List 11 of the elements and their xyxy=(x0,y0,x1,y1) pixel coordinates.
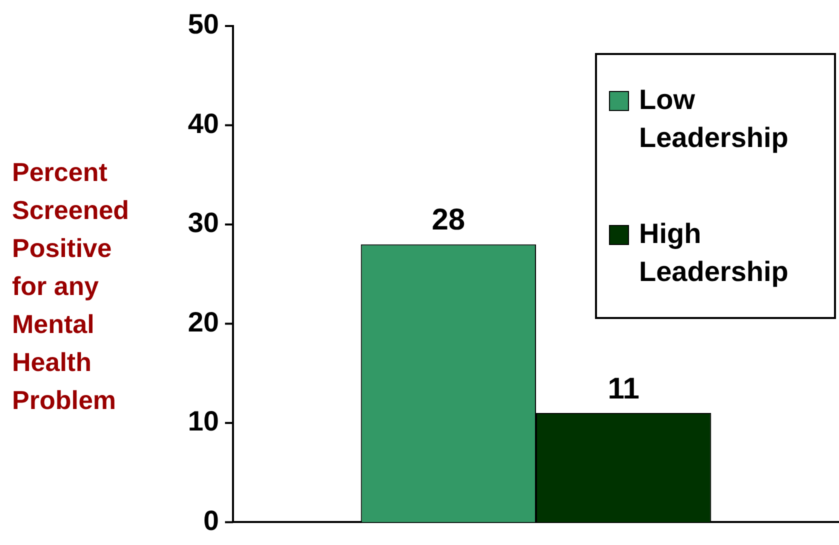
y-axis-title: Percent Screened Positive for any Mental Health Problem xyxy=(12,156,130,417)
legend-label: High Leadership xyxy=(639,217,790,289)
y-tick-label: 40 xyxy=(188,108,219,139)
y-tick-label: 20 xyxy=(188,306,219,338)
y-tick-label: 0 xyxy=(203,504,219,536)
legend-label: Low Leadership xyxy=(639,83,790,155)
y-tick-label: 10 xyxy=(188,406,219,437)
y-tick-label: 30 xyxy=(188,207,219,238)
data-label: 11 xyxy=(608,372,640,406)
data-label: 28 xyxy=(432,204,466,237)
y-tick-label: 50 xyxy=(188,8,219,40)
